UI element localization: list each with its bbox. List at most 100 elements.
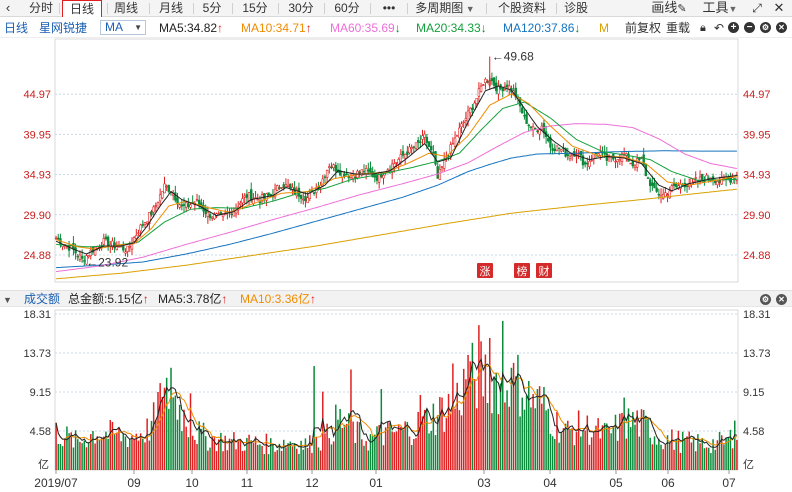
ma5-text: MA5:34.82: [159, 21, 218, 35]
fullscreen-icon[interactable]: ⤢: [752, 1, 762, 15]
candle-body: [354, 176, 357, 179]
x-axis-label: 12: [305, 476, 319, 490]
volume-bar: [100, 437, 103, 470]
volume-bar: [343, 424, 346, 470]
volume-bar: [228, 438, 231, 470]
candle-body: [152, 206, 155, 213]
candle-body: [174, 192, 177, 201]
ma20-text: MA20:34.33: [416, 21, 481, 35]
fuquan-button[interactable]: 前复权: [625, 21, 662, 35]
volume-bar: [525, 395, 528, 470]
volume-bar: [189, 393, 192, 470]
volume-bar: [534, 408, 537, 470]
candle-body: [351, 175, 355, 179]
volume-bar: [202, 422, 205, 470]
tab-4[interactable]: 5分: [201, 0, 223, 17]
tools-button[interactable]: 工具▼: [702, 0, 738, 17]
back-icon[interactable]: ‹: [5, 0, 11, 15]
candle-body: [178, 204, 181, 208]
tab-1[interactable]: 日线: [62, 0, 102, 17]
candle-body: [334, 165, 337, 172]
candle-body: [189, 204, 192, 208]
settings-icon[interactable]: ⚙: [760, 22, 771, 33]
volume-bar: [74, 430, 77, 470]
tab-3[interactable]: 月线: [157, 0, 185, 17]
volume-bar: [664, 445, 667, 470]
zoom-in-icon[interactable]: +: [728, 22, 739, 33]
volume-bar: [406, 421, 409, 470]
badge-0[interactable]: 涨: [477, 263, 493, 278]
tab-6[interactable]: 30分: [287, 0, 315, 17]
period-label: 日线: [4, 21, 29, 35]
zoom-out-icon[interactable]: −: [744, 22, 755, 33]
volume-bar: [662, 449, 664, 470]
tab-11[interactable]: 诊股: [562, 0, 590, 17]
candle-body: [286, 185, 290, 188]
volume-bar: [129, 438, 131, 470]
volume-bar: [274, 451, 276, 470]
badge-1[interactable]: 榜: [514, 263, 530, 278]
undo-icon[interactable]: ↶: [714, 21, 725, 35]
candle-body: [338, 169, 342, 176]
ma10-text: MA10:34.71: [241, 21, 306, 35]
candle-body: [536, 130, 539, 132]
volume-bar: [194, 439, 196, 470]
tab-8[interactable]: •••: [379, 0, 399, 17]
candle-body: [137, 232, 140, 234]
badge-2[interactable]: 财: [536, 263, 552, 278]
candle-body: [590, 159, 593, 162]
settings-icon[interactable]: ⚙: [760, 294, 771, 305]
tab-5[interactable]: 15分: [241, 0, 269, 17]
volume-bar: [634, 424, 636, 470]
volume-bar: [445, 418, 448, 470]
candle-body: [330, 166, 333, 169]
volume-bar: [335, 404, 337, 470]
candle-body: [497, 86, 500, 95]
volume-bar: [402, 429, 404, 470]
volume-bar: [61, 446, 64, 470]
tab-7[interactable]: 60分: [333, 0, 361, 17]
draw-line-button[interactable]: 画线✎: [645, 0, 693, 17]
volume-tick-left: 18.31: [23, 309, 51, 321]
candle-body: [501, 88, 504, 92]
volume-bar: [595, 425, 597, 470]
volume-bar: [679, 452, 682, 470]
volume-bar: [736, 439, 738, 470]
x-axis-label: 03: [477, 476, 491, 490]
volume-bar: [491, 413, 493, 470]
volume-bar: [521, 397, 524, 470]
volume-bar: [361, 439, 363, 470]
x-axis-label: 06: [661, 476, 675, 490]
volume-unit-right: 亿: [743, 458, 754, 471]
volume-type-label[interactable]: 成交额: [24, 292, 61, 306]
volume-bar: [523, 409, 526, 470]
volume-bar: [660, 444, 662, 470]
candle-body: [490, 78, 494, 82]
close-icon[interactable]: ✕: [776, 22, 787, 33]
candle-body: [410, 147, 413, 150]
candle-body: [156, 202, 160, 209]
collapse-icon[interactable]: ▼: [3, 295, 12, 305]
close-icon[interactable]: ✕: [776, 294, 787, 305]
lock-icon[interactable]: 🔒︎: [700, 22, 706, 34]
candle-body: [521, 107, 524, 114]
candle-body: [375, 174, 379, 181]
volume-bar: [118, 427, 120, 470]
volume-bar: [632, 411, 634, 470]
tab-0[interactable]: 分时: [26, 0, 56, 17]
candle-body: [325, 170, 329, 178]
volume-bar: [582, 430, 584, 470]
volume-bar: [688, 431, 690, 470]
tab-9[interactable]: 多周期图 ▼: [414, 0, 476, 17]
ma-indicator-select[interactable]: MA ▼: [100, 20, 146, 35]
volume-bar: [668, 442, 671, 470]
candle-body: [163, 183, 166, 194]
tab-separator: [59, 3, 60, 14]
volume-bar: [376, 426, 378, 470]
volume-bar: [354, 443, 357, 470]
reload-button[interactable]: 重载: [666, 21, 691, 35]
tab-2[interactable]: 周线: [112, 0, 140, 17]
badge-label: 财: [539, 264, 550, 278]
close-icon[interactable]: ✕: [773, 0, 785, 15]
